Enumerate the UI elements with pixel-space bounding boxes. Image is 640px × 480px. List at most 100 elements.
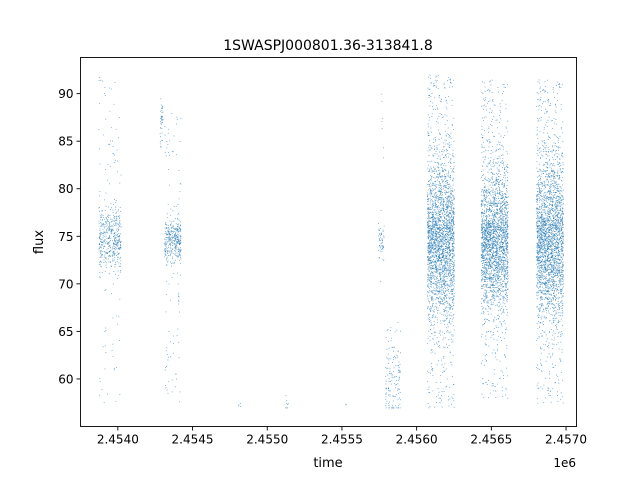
data-point bbox=[452, 375, 453, 377]
data-point bbox=[103, 217, 104, 218]
data-point bbox=[111, 225, 113, 226]
data-point bbox=[180, 239, 181, 241]
data-point bbox=[502, 332, 504, 334]
data-point bbox=[453, 317, 455, 319]
data-point bbox=[433, 253, 435, 254]
data-point bbox=[446, 211, 448, 212]
data-point bbox=[380, 240, 382, 241]
data-point bbox=[430, 147, 432, 149]
data-point bbox=[505, 194, 507, 196]
data-point bbox=[430, 267, 431, 269]
data-point bbox=[433, 214, 434, 216]
data-point bbox=[487, 223, 489, 224]
data-point bbox=[168, 356, 169, 358]
data-point bbox=[494, 239, 495, 241]
data-point bbox=[429, 319, 430, 320]
data-point bbox=[441, 399, 442, 401]
data-point bbox=[491, 173, 493, 174]
data-point bbox=[113, 238, 115, 240]
data-point bbox=[427, 381, 429, 383]
data-point bbox=[494, 267, 496, 269]
data-point bbox=[99, 244, 101, 245]
data-point bbox=[482, 360, 483, 362]
data-point bbox=[437, 205, 439, 207]
data-point bbox=[486, 239, 488, 241]
data-point bbox=[483, 203, 485, 205]
data-point bbox=[114, 159, 116, 161]
data-point bbox=[434, 85, 436, 86]
data-point bbox=[441, 99, 442, 100]
data-point bbox=[451, 225, 453, 227]
data-point bbox=[435, 205, 437, 207]
data-point bbox=[393, 371, 394, 372]
data-point bbox=[452, 244, 453, 245]
data-point bbox=[432, 225, 434, 227]
data-point bbox=[452, 168, 454, 170]
data-point bbox=[434, 153, 436, 154]
data-point bbox=[505, 356, 506, 358]
data-point bbox=[452, 210, 454, 212]
data-point bbox=[396, 329, 398, 331]
data-point bbox=[428, 248, 430, 250]
data-point bbox=[104, 227, 105, 229]
data-point bbox=[452, 180, 454, 182]
data-point bbox=[448, 274, 449, 275]
data-point bbox=[488, 266, 490, 267]
data-point bbox=[99, 238, 101, 239]
data-point bbox=[493, 104, 495, 106]
data-point bbox=[497, 190, 499, 192]
data-point bbox=[494, 245, 496, 247]
data-point bbox=[499, 377, 501, 379]
data-point bbox=[433, 215, 434, 217]
data-point bbox=[440, 210, 442, 212]
data-point bbox=[440, 395, 442, 396]
data-point bbox=[438, 301, 440, 303]
data-point bbox=[431, 212, 433, 214]
data-point bbox=[439, 247, 441, 249]
data-point bbox=[102, 241, 103, 243]
data-point bbox=[496, 218, 498, 220]
data-point bbox=[441, 151, 442, 152]
data-point bbox=[429, 249, 431, 251]
data-point bbox=[450, 220, 452, 222]
data-point bbox=[488, 244, 490, 246]
data-point bbox=[432, 171, 434, 172]
data-point bbox=[434, 288, 436, 290]
data-point bbox=[429, 321, 430, 322]
data-point bbox=[115, 222, 117, 224]
data-point bbox=[482, 191, 484, 193]
data-point bbox=[428, 278, 430, 280]
data-point bbox=[449, 196, 451, 198]
data-point bbox=[506, 259, 508, 261]
data-point bbox=[176, 255, 178, 257]
data-point bbox=[442, 204, 444, 206]
data-point bbox=[495, 195, 496, 197]
data-point bbox=[438, 254, 440, 256]
data-point bbox=[439, 261, 441, 263]
data-point bbox=[440, 334, 441, 336]
data-point bbox=[453, 270, 455, 272]
data-point bbox=[439, 221, 441, 223]
data-point bbox=[177, 272, 178, 274]
data-point bbox=[453, 177, 454, 179]
data-point bbox=[165, 249, 167, 251]
data-point bbox=[490, 265, 491, 267]
data-point bbox=[164, 245, 166, 247]
data-point bbox=[443, 146, 445, 148]
data-point bbox=[507, 245, 508, 247]
data-point bbox=[434, 169, 435, 171]
data-point bbox=[439, 291, 441, 293]
data-point bbox=[492, 243, 494, 245]
data-point bbox=[119, 340, 121, 341]
data-point bbox=[446, 200, 448, 202]
data-point bbox=[112, 355, 114, 357]
data-point bbox=[177, 243, 179, 244]
data-point bbox=[434, 232, 436, 234]
data-point bbox=[443, 238, 444, 240]
data-point bbox=[495, 287, 497, 289]
data-point bbox=[440, 101, 442, 103]
data-point bbox=[431, 207, 433, 209]
data-point bbox=[113, 369, 115, 371]
data-point bbox=[432, 243, 434, 245]
data-point bbox=[431, 291, 433, 293]
